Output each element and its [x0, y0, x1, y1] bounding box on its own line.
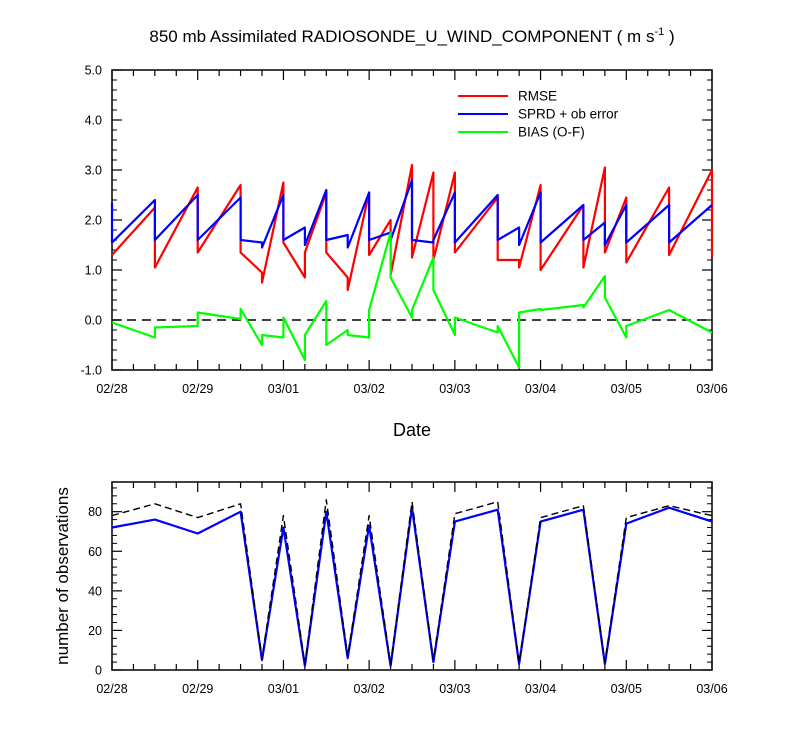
panel1-x-tick-label: 03/03: [439, 682, 470, 696]
panel0-series-sprd-ob-error: [110, 178, 713, 249]
panel0-series-rmse: [111, 163, 714, 292]
panel0-y-tick-label: 5.0: [85, 64, 102, 78]
top-plot-panel: 02/28 02/29 03/01 03/02 03/03 03/04 03/05 03/06…: [80, 64, 727, 397]
panel1-x-tick-label: 03/05: [611, 682, 642, 696]
panel1-y-tick-label: 60: [88, 545, 102, 559]
panel0-x-tick-label: 03/03: [439, 382, 470, 396]
panel1-x-tick-label: 02/28: [96, 682, 127, 696]
panel1-x-tick-label: 03/01: [268, 682, 299, 696]
panel0-x-tick-label: 03/06: [696, 382, 727, 396]
panel0-x-tick-label: 03/05: [611, 382, 642, 396]
panel0-y-tick-label: 1.0: [85, 264, 102, 278]
panel1-x-tick-label: 03/06: [696, 682, 727, 696]
y-axis-label-observations: number of observations: [53, 487, 72, 665]
panel1-y-tick-label: 0: [95, 664, 102, 678]
panel1-y-tick-label: 40: [88, 584, 102, 598]
panel0-x-tick-label: 02/29: [182, 382, 213, 396]
panel1-x-tick-label: 03/04: [525, 682, 556, 696]
legend-label-0: RMSE: [518, 89, 557, 104]
chart-title-superscript: -1: [654, 26, 664, 38]
panel0-x-tick-label: 03/02: [354, 382, 385, 396]
bottom-plot-panel: 02/28 02/29 03/01 03/02 03/03 03/04 03/05 03/06…: [88, 481, 728, 696]
panel0-x-tick-label: 03/01: [268, 382, 299, 396]
panel0-y-tick-label: -1.0: [80, 364, 102, 378]
panel1-y-tick-label: 20: [88, 624, 102, 638]
panel0-x-tick-label: 03/04: [525, 382, 556, 396]
panel1-series-observations-used: [111, 506, 713, 668]
panel1-y-tick-label: 80: [88, 505, 102, 519]
panel1-x-tick-label: 03/02: [354, 682, 385, 696]
panel0-series-bias-o-f: [111, 231, 713, 369]
chart-title: 850 mb Assimilated RADIOSONDE_U_WIND_COM…: [149, 26, 674, 46]
x-axis-label: Date: [393, 420, 431, 440]
panel1-series-observations-possible: [111, 499, 713, 665]
panel1-x-tick-label: 02/29: [182, 682, 213, 696]
panel0-y-tick-label: 3.0: [85, 164, 102, 178]
panel0-y-tick-label: 0.0: [85, 314, 102, 328]
panel0-y-tick-label: 4.0: [85, 114, 102, 128]
legend-label-1: SPRD + ob error: [518, 107, 619, 122]
legend-label-2: BIAS (O-F): [518, 125, 585, 140]
panel0-y-tick-label: 2.0: [85, 214, 102, 228]
panel0-x-tick-label: 02/28: [96, 382, 127, 396]
